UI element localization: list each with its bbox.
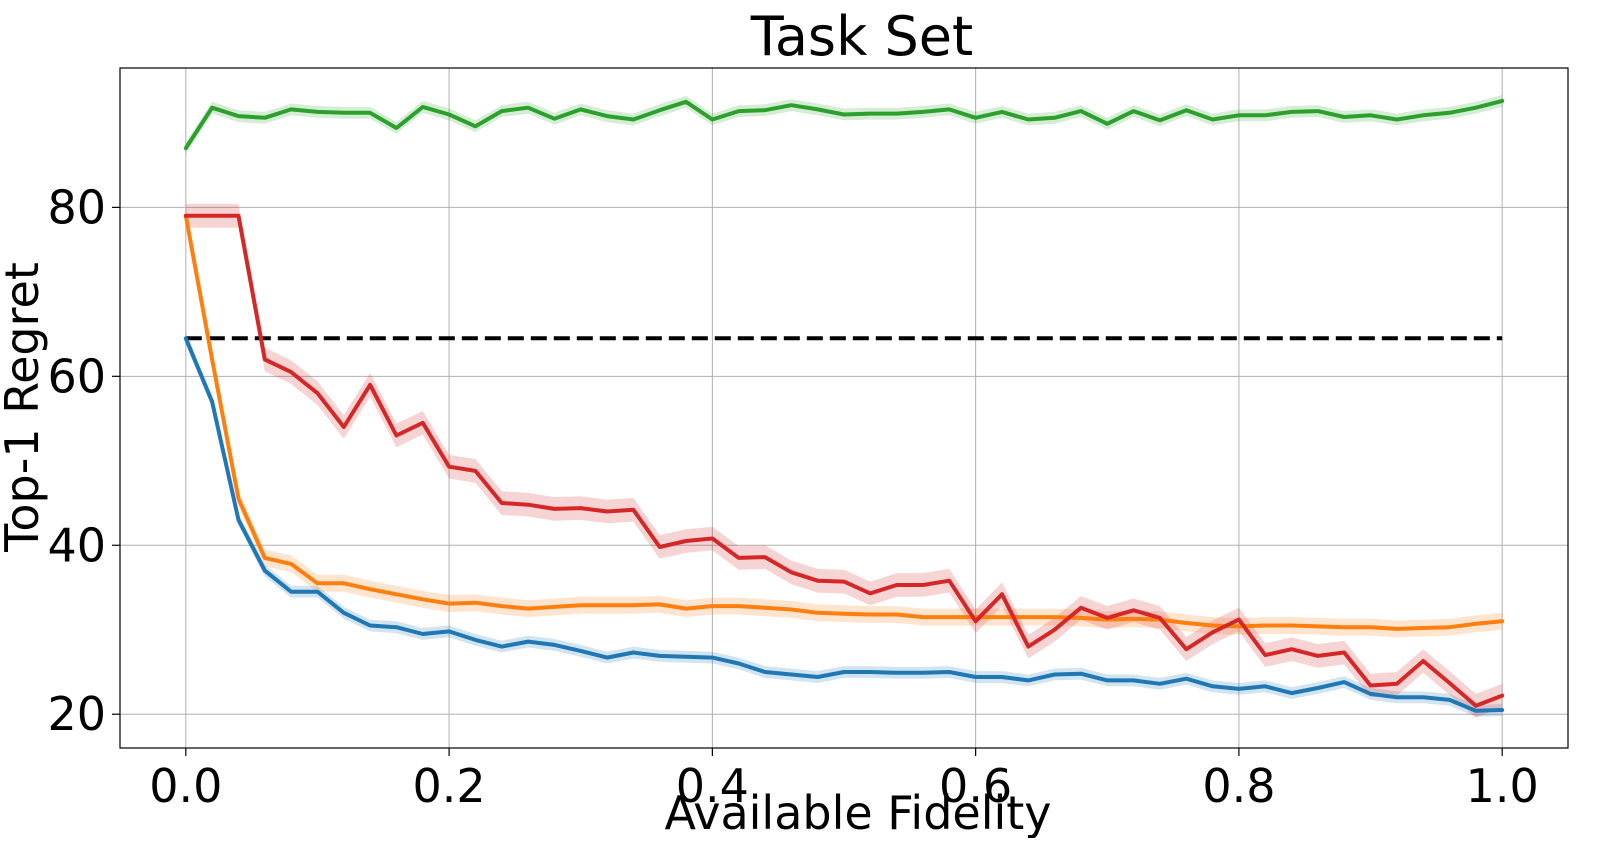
x-tick-label: 1.0 bbox=[1466, 759, 1539, 813]
plot-frame bbox=[119, 67, 1569, 749]
y-axis-label: Top-1 Regret bbox=[0, 262, 49, 553]
grid-lines bbox=[120, 68, 1568, 748]
y-tick-label: 20 bbox=[47, 687, 106, 741]
y-tick-label: 80 bbox=[47, 180, 106, 234]
x-tick-label: 0.2 bbox=[413, 759, 486, 813]
x-tick-label: 0.0 bbox=[149, 759, 222, 813]
confidence-band-3 bbox=[185, 95, 1503, 155]
series-line-3 bbox=[183, 98, 1505, 151]
x-tick-label: 0.8 bbox=[1202, 759, 1275, 813]
series-lines bbox=[183, 98, 1505, 713]
y-axis-ticks: 20 40 60 80 bbox=[47, 180, 120, 741]
x-axis-ticks: 0.0 0.2 0.4 0.6 0.8 1.0 bbox=[149, 748, 1539, 813]
chart-title: Task Set bbox=[750, 5, 973, 68]
confidence-band-4 bbox=[185, 204, 1503, 718]
series-line-1 bbox=[183, 336, 1505, 713]
series-line-2 bbox=[183, 213, 1505, 631]
y-tick-label: 60 bbox=[47, 349, 106, 403]
series-line-4 bbox=[183, 213, 1505, 708]
x-axis-label: Available Fidelity bbox=[664, 786, 1051, 838]
x-tick-label: 0.4 bbox=[676, 759, 749, 813]
y-tick-label: 40 bbox=[47, 518, 106, 572]
x-tick-label: 0.6 bbox=[939, 759, 1012, 813]
